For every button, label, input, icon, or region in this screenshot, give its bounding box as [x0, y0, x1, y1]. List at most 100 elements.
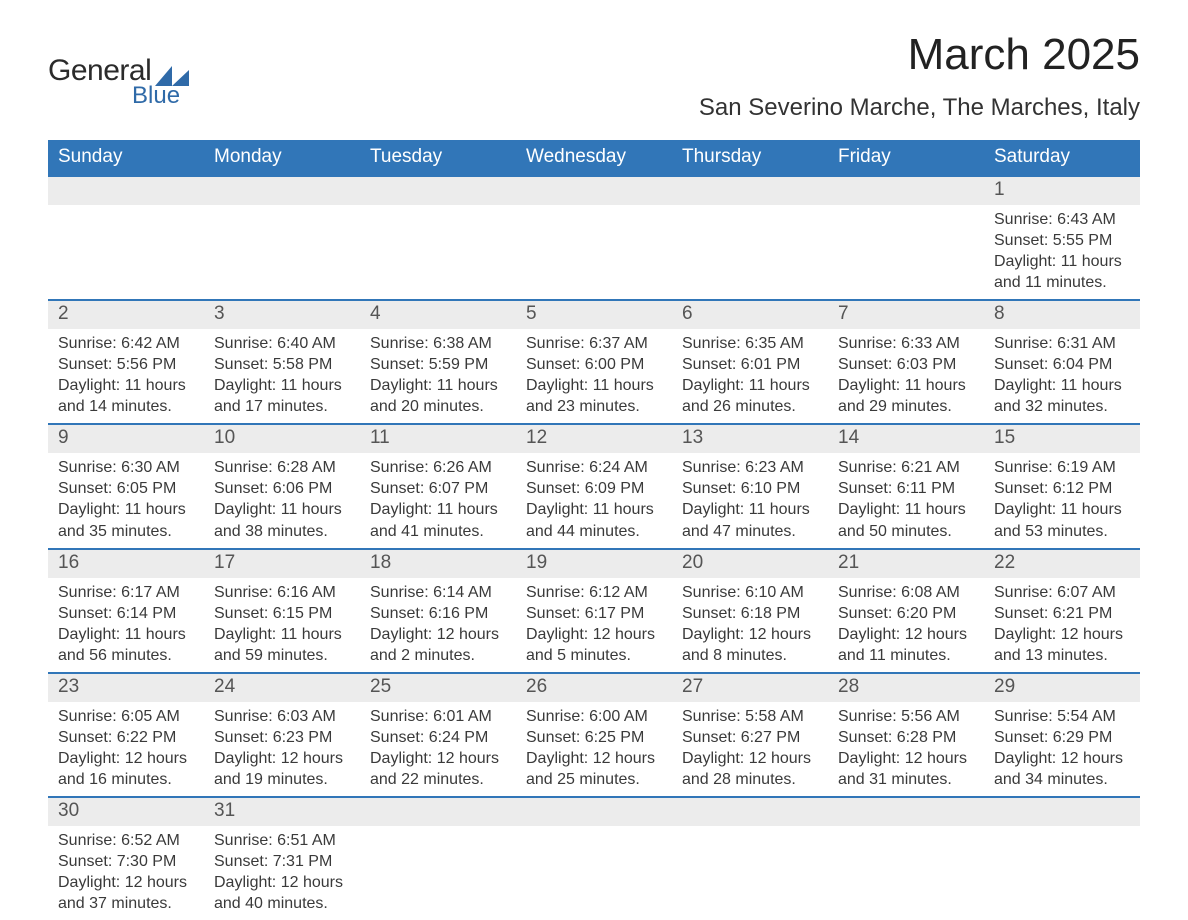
day-content: Sunrise: 6:38 AMSunset: 5:59 PMDaylight:…	[360, 329, 516, 423]
day-sunset: Sunset: 6:18 PM	[682, 603, 818, 624]
day-content	[828, 205, 984, 215]
day-sunset: Sunset: 6:00 PM	[526, 354, 662, 375]
day-d1: Daylight: 12 hours	[838, 748, 974, 769]
day-d1: Daylight: 12 hours	[58, 872, 194, 893]
day-d2: and 2 minutes.	[370, 645, 506, 666]
day-number-cell: 30	[48, 797, 204, 826]
day-number-cell: 8	[984, 300, 1140, 329]
day-number: 23	[48, 674, 204, 702]
day-content: Sunrise: 6:17 AMSunset: 6:14 PMDaylight:…	[48, 578, 204, 672]
day-number-row: 3031	[48, 797, 1140, 826]
day-sunrise: Sunrise: 6:51 AM	[214, 830, 350, 851]
day-d2: and 26 minutes.	[682, 396, 818, 417]
day-content-cell: Sunrise: 5:56 AMSunset: 6:28 PMDaylight:…	[828, 702, 984, 797]
day-number-cell: 17	[204, 549, 360, 578]
day-d1: Daylight: 12 hours	[838, 624, 974, 645]
day-content-cell: Sunrise: 6:08 AMSunset: 6:20 PMDaylight:…	[828, 578, 984, 673]
day-sunset: Sunset: 6:03 PM	[838, 354, 974, 375]
day-sunrise: Sunrise: 6:43 AM	[994, 209, 1130, 230]
day-sunset: Sunset: 6:17 PM	[526, 603, 662, 624]
day-content: Sunrise: 6:21 AMSunset: 6:11 PMDaylight:…	[828, 453, 984, 547]
day-number-row: 1	[48, 176, 1140, 205]
day-content: Sunrise: 6:08 AMSunset: 6:20 PMDaylight:…	[828, 578, 984, 672]
day-content-cell	[672, 826, 828, 920]
weekday-header: Sunday	[48, 140, 204, 176]
weekday-header: Saturday	[984, 140, 1140, 176]
day-d2: and 14 minutes.	[58, 396, 194, 417]
day-number-cell: 3	[204, 300, 360, 329]
day-sunrise: Sunrise: 6:38 AM	[370, 333, 506, 354]
calendar-table: SundayMondayTuesdayWednesdayThursdayFrid…	[48, 140, 1140, 920]
day-number: 20	[672, 550, 828, 578]
header: General Blue March 2025 San Severino Mar…	[48, 30, 1140, 122]
day-content-cell: Sunrise: 6:10 AMSunset: 6:18 PMDaylight:…	[672, 578, 828, 673]
day-number: 27	[672, 674, 828, 702]
day-sunset: Sunset: 6:10 PM	[682, 478, 818, 499]
day-number-cell: 16	[48, 549, 204, 578]
day-content	[360, 826, 516, 836]
day-sunrise: Sunrise: 6:42 AM	[58, 333, 194, 354]
day-number-cell: 5	[516, 300, 672, 329]
day-content	[984, 826, 1140, 836]
day-content: Sunrise: 6:05 AMSunset: 6:22 PMDaylight:…	[48, 702, 204, 796]
day-d1: Daylight: 12 hours	[682, 748, 818, 769]
day-number	[672, 177, 828, 205]
day-content-cell: Sunrise: 6:37 AMSunset: 6:00 PMDaylight:…	[516, 329, 672, 424]
day-number-cell: 15	[984, 424, 1140, 453]
day-number	[828, 177, 984, 205]
day-sunrise: Sunrise: 6:37 AM	[526, 333, 662, 354]
day-content: Sunrise: 6:28 AMSunset: 6:06 PMDaylight:…	[204, 453, 360, 547]
day-content-cell: Sunrise: 5:54 AMSunset: 6:29 PMDaylight:…	[984, 702, 1140, 797]
day-d2: and 37 minutes.	[58, 893, 194, 914]
day-sunrise: Sunrise: 6:21 AM	[838, 457, 974, 478]
day-content: Sunrise: 6:03 AMSunset: 6:23 PMDaylight:…	[204, 702, 360, 796]
day-content: Sunrise: 6:35 AMSunset: 6:01 PMDaylight:…	[672, 329, 828, 423]
day-content: Sunrise: 6:26 AMSunset: 6:07 PMDaylight:…	[360, 453, 516, 547]
day-sunset: Sunset: 6:20 PM	[838, 603, 974, 624]
day-d1: Daylight: 11 hours	[994, 499, 1130, 520]
day-number-cell	[828, 176, 984, 205]
day-d1: Daylight: 12 hours	[214, 748, 350, 769]
day-number-cell	[984, 797, 1140, 826]
day-d1: Daylight: 12 hours	[682, 624, 818, 645]
day-sunset: Sunset: 6:09 PM	[526, 478, 662, 499]
day-sunrise: Sunrise: 6:35 AM	[682, 333, 818, 354]
day-sunrise: Sunrise: 6:30 AM	[58, 457, 194, 478]
day-content-cell: Sunrise: 6:21 AMSunset: 6:11 PMDaylight:…	[828, 453, 984, 548]
day-d1: Daylight: 11 hours	[682, 499, 818, 520]
day-content-cell	[360, 205, 516, 300]
day-content	[672, 826, 828, 836]
day-sunrise: Sunrise: 6:17 AM	[58, 582, 194, 603]
day-d1: Daylight: 11 hours	[370, 499, 506, 520]
day-number: 17	[204, 550, 360, 578]
day-content: Sunrise: 6:12 AMSunset: 6:17 PMDaylight:…	[516, 578, 672, 672]
day-content: Sunrise: 6:33 AMSunset: 6:03 PMDaylight:…	[828, 329, 984, 423]
day-number-cell	[672, 797, 828, 826]
day-number-cell: 24	[204, 673, 360, 702]
day-sunset: Sunset: 6:27 PM	[682, 727, 818, 748]
day-number-cell: 10	[204, 424, 360, 453]
day-d1: Daylight: 12 hours	[370, 748, 506, 769]
day-number: 16	[48, 550, 204, 578]
day-content: Sunrise: 6:42 AMSunset: 5:56 PMDaylight:…	[48, 329, 204, 423]
day-content-cell: Sunrise: 6:42 AMSunset: 5:56 PMDaylight:…	[48, 329, 204, 424]
day-number: 19	[516, 550, 672, 578]
day-content-row: Sunrise: 6:52 AMSunset: 7:30 PMDaylight:…	[48, 826, 1140, 920]
day-number-row: 23242526272829	[48, 673, 1140, 702]
day-content-row: Sunrise: 6:17 AMSunset: 6:14 PMDaylight:…	[48, 578, 1140, 673]
day-d2: and 56 minutes.	[58, 645, 194, 666]
day-d2: and 38 minutes.	[214, 521, 350, 542]
day-number-cell: 14	[828, 424, 984, 453]
day-number-cell: 9	[48, 424, 204, 453]
day-number: 1	[984, 177, 1140, 205]
day-number-cell: 18	[360, 549, 516, 578]
day-d1: Daylight: 11 hours	[370, 375, 506, 396]
day-d2: and 34 minutes.	[994, 769, 1130, 790]
logo: General Blue	[48, 30, 189, 108]
day-sunrise: Sunrise: 5:58 AM	[682, 706, 818, 727]
day-d1: Daylight: 11 hours	[526, 375, 662, 396]
day-number-cell: 1	[984, 176, 1140, 205]
day-content-cell	[516, 826, 672, 920]
day-d1: Daylight: 12 hours	[526, 624, 662, 645]
day-sunrise: Sunrise: 6:01 AM	[370, 706, 506, 727]
